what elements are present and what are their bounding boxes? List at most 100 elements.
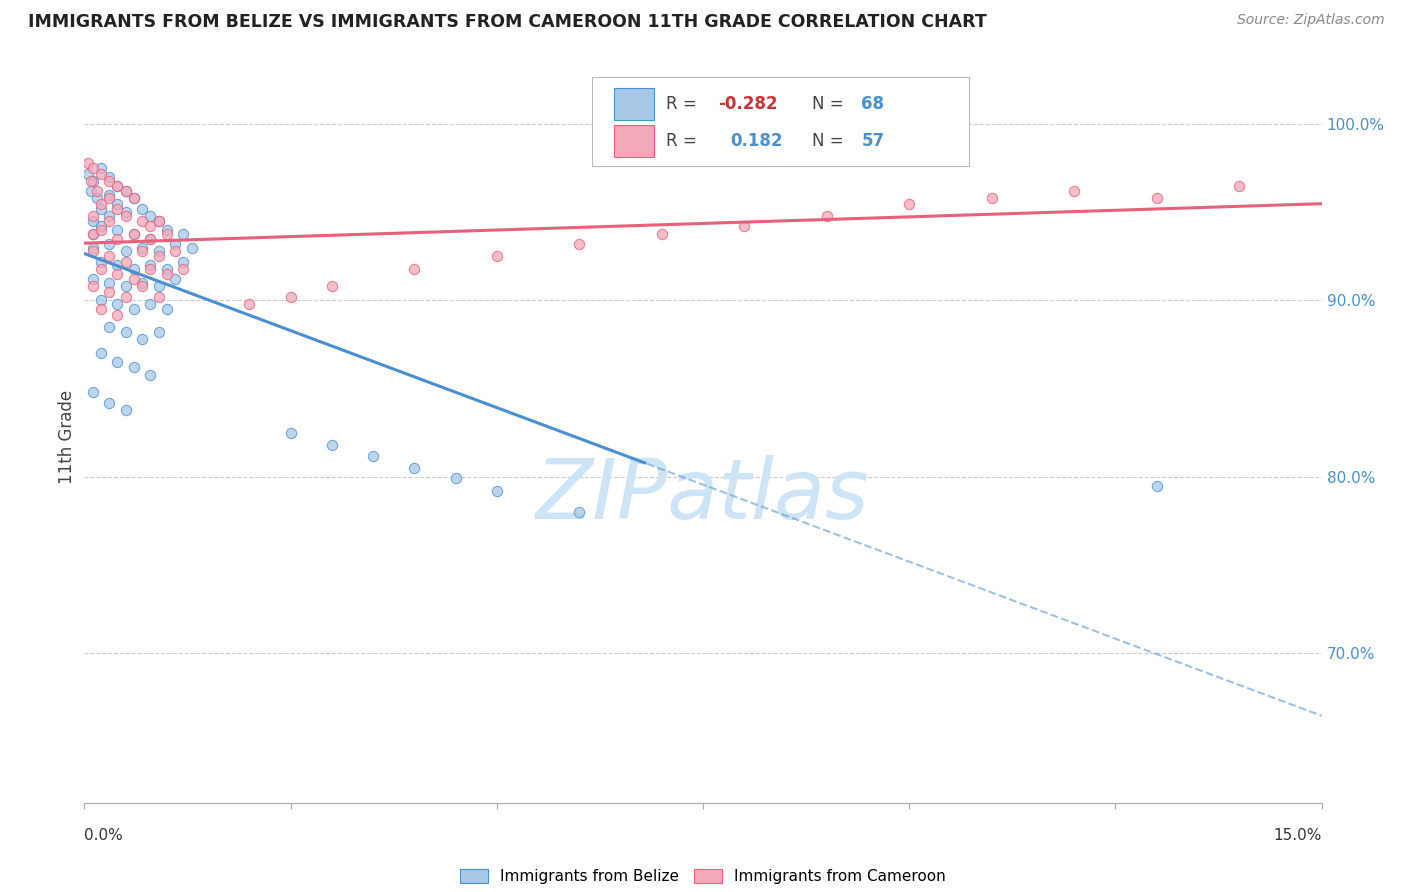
Point [321,279,343,293]
Point [180,241,202,255]
Text: 68: 68 [862,95,884,113]
Point [568,237,591,252]
Point [98,191,121,205]
Point [98,237,121,252]
Point [114,209,136,223]
Point [139,232,162,246]
Point [82,244,104,259]
Point [148,249,170,263]
Point [90,302,112,317]
Point [105,258,128,272]
Point [122,261,145,276]
Point [122,302,145,317]
Point [82,241,104,255]
Point [90,293,112,308]
Text: 0.0%: 0.0% [84,828,124,843]
FancyBboxPatch shape [614,125,654,157]
Point [172,254,194,268]
Point [90,223,112,237]
Point [280,425,302,440]
Point [815,209,838,223]
Point [98,276,121,290]
Point [90,219,112,234]
Point [86,184,108,198]
Point [90,161,112,176]
Point [131,202,153,216]
Point [114,290,136,304]
Point [98,174,121,188]
Point [156,302,179,317]
Point [172,227,194,241]
Point [980,191,1002,205]
Point [1146,191,1168,205]
Point [139,297,162,311]
Point [321,438,343,452]
Point [139,209,162,223]
Point [568,505,591,519]
FancyBboxPatch shape [592,78,969,167]
Point [82,227,104,241]
Point [1227,178,1250,193]
Point [733,219,755,234]
Point [148,325,170,339]
Point [122,191,145,205]
Point [90,261,112,276]
Point [77,156,100,170]
Point [139,219,162,234]
Point [1146,478,1168,492]
Point [90,254,112,268]
Legend: Immigrants from Belize, Immigrants from Cameroon: Immigrants from Belize, Immigrants from … [454,863,952,890]
Point [105,178,128,193]
Point [98,285,121,299]
Point [156,223,179,237]
Point [122,227,145,241]
Point [82,214,104,228]
Point [90,167,112,181]
Point [114,244,136,259]
Point [114,402,136,417]
Text: R =: R = [666,132,702,150]
Point [105,223,128,237]
Point [444,471,467,485]
Point [148,290,170,304]
Point [238,297,260,311]
Point [122,227,145,241]
Point [114,205,136,219]
Point [131,244,153,259]
Point [82,385,104,400]
Point [82,279,104,293]
Point [114,279,136,293]
Point [80,174,103,188]
Point [105,178,128,193]
FancyBboxPatch shape [614,88,654,120]
Point [280,290,302,304]
Point [105,202,128,216]
Point [114,184,136,198]
Point [105,196,128,211]
Point [156,227,179,241]
Text: ZIPatlas: ZIPatlas [536,455,870,536]
Point [139,368,162,382]
Point [90,202,112,216]
Point [361,449,384,463]
Point [82,272,104,286]
Point [122,360,145,375]
Point [898,196,921,211]
Point [105,267,128,281]
Text: R =: R = [666,95,702,113]
Point [139,232,162,246]
Point [485,483,508,498]
Point [148,214,170,228]
Point [165,244,187,259]
Point [172,261,194,276]
Point [404,461,426,475]
Text: N =: N = [811,95,849,113]
Point [404,261,426,276]
Point [105,232,128,246]
Point [82,227,104,241]
Point [131,214,153,228]
Point [651,227,673,241]
Text: 0.182: 0.182 [730,132,783,150]
Text: Source: ZipAtlas.com: Source: ZipAtlas.com [1237,13,1385,28]
Point [156,261,179,276]
